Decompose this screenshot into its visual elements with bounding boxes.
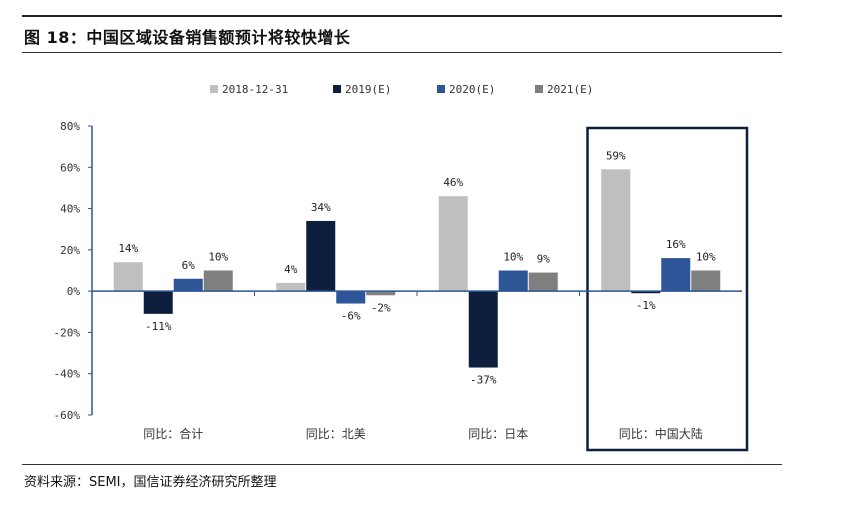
y-tick-label: -60% <box>54 409 81 422</box>
category-label: 同比：合计 <box>143 426 203 441</box>
y-tick-label: -20% <box>54 326 81 339</box>
top-rule <box>22 15 782 17</box>
data-label: -6% <box>341 310 361 323</box>
y-tick-label: 60% <box>60 161 80 174</box>
figure-title: 图 18：中国区域设备销售额预计将较快增长 <box>24 28 351 47</box>
legend-swatch <box>210 85 218 93</box>
y-tick-label: 40% <box>60 203 80 216</box>
y-tick-label: 80% <box>60 120 80 133</box>
legend-swatch <box>535 85 543 93</box>
bar <box>113 262 143 292</box>
bar <box>143 291 173 314</box>
data-label: 10% <box>696 251 716 264</box>
data-label: 16% <box>666 238 686 251</box>
data-label: -2% <box>371 301 391 314</box>
data-label: 10% <box>503 251 523 264</box>
highlight-box <box>586 126 749 452</box>
data-label: -11% <box>145 320 172 333</box>
bar <box>276 282 306 292</box>
bar <box>528 272 558 292</box>
bar <box>601 169 631 292</box>
data-label: 34% <box>311 201 331 214</box>
bar <box>498 270 528 292</box>
data-label: 4% <box>284 263 298 276</box>
data-label: -37% <box>470 374 497 387</box>
data-label: -1% <box>636 299 656 312</box>
legend-swatch <box>333 85 341 93</box>
data-label: 46% <box>443 176 463 189</box>
source-note: 资料来源：SEMI，国信证券经济研究所整理 <box>24 475 277 490</box>
category-label: 同比：中国大陆 <box>619 426 703 441</box>
data-label: 14% <box>118 242 138 255</box>
legend-swatch <box>437 85 445 93</box>
bar <box>366 291 396 296</box>
bar <box>438 196 468 292</box>
legend-label: 2020(E) <box>449 83 495 96</box>
category-label: 同比：日本 <box>468 427 528 441</box>
title-rule <box>22 52 782 53</box>
data-label: 6% <box>182 259 196 272</box>
bar <box>631 291 661 294</box>
legend-label: 2021(E) <box>547 83 593 96</box>
category-label: 同比：北美 <box>306 427 366 441</box>
bar <box>173 278 203 292</box>
data-label: 9% <box>537 253 551 266</box>
bar <box>336 291 366 304</box>
y-tick-label: -40% <box>54 368 81 381</box>
y-tick-label: 20% <box>60 244 80 257</box>
bottom-rule <box>22 464 782 465</box>
y-tick-label: 0% <box>67 285 81 298</box>
bar <box>468 291 498 368</box>
data-label: 59% <box>606 149 626 162</box>
bar <box>661 258 691 292</box>
data-label: 10% <box>208 251 228 264</box>
legend-label: 2018-12-31 <box>222 83 288 96</box>
legend-label: 2019(E) <box>345 83 391 96</box>
bar <box>691 270 721 292</box>
bar <box>203 270 233 292</box>
bar <box>306 220 336 292</box>
